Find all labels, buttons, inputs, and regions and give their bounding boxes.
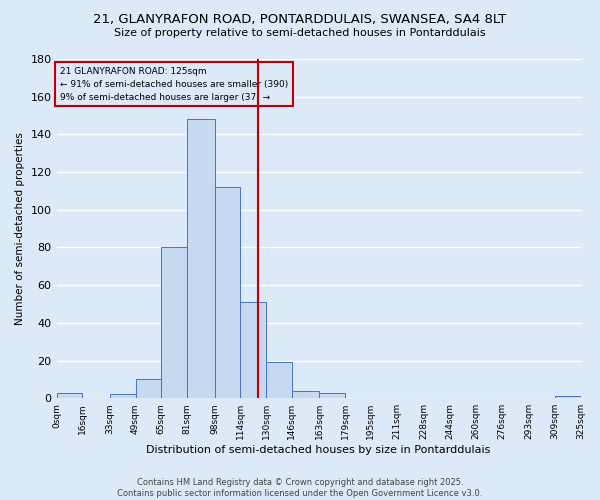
X-axis label: Distribution of semi-detached houses by size in Pontarddulais: Distribution of semi-detached houses by … xyxy=(146,445,491,455)
Text: Size of property relative to semi-detached houses in Pontarddulais: Size of property relative to semi-detach… xyxy=(114,28,486,38)
Bar xyxy=(187,120,215,398)
Bar xyxy=(241,302,266,398)
Bar xyxy=(319,392,345,398)
Text: 21 GLANYRAFON ROAD: 125sqm
← 91% of semi-detached houses are smaller (390)
9% of: 21 GLANYRAFON ROAD: 125sqm ← 91% of semi… xyxy=(60,66,288,102)
Text: Contains HM Land Registry data © Crown copyright and database right 2025.
Contai: Contains HM Land Registry data © Crown c… xyxy=(118,478,482,498)
Bar xyxy=(110,394,136,398)
Bar xyxy=(136,380,161,398)
Bar xyxy=(266,362,292,398)
Bar xyxy=(555,396,581,398)
Bar xyxy=(292,390,319,398)
Y-axis label: Number of semi-detached properties: Number of semi-detached properties xyxy=(15,132,25,325)
Bar xyxy=(215,187,241,398)
Text: 21, GLANYRAFON ROAD, PONTARDDULAIS, SWANSEA, SA4 8LT: 21, GLANYRAFON ROAD, PONTARDDULAIS, SWAN… xyxy=(94,12,506,26)
Bar xyxy=(56,392,82,398)
Bar xyxy=(161,248,187,398)
